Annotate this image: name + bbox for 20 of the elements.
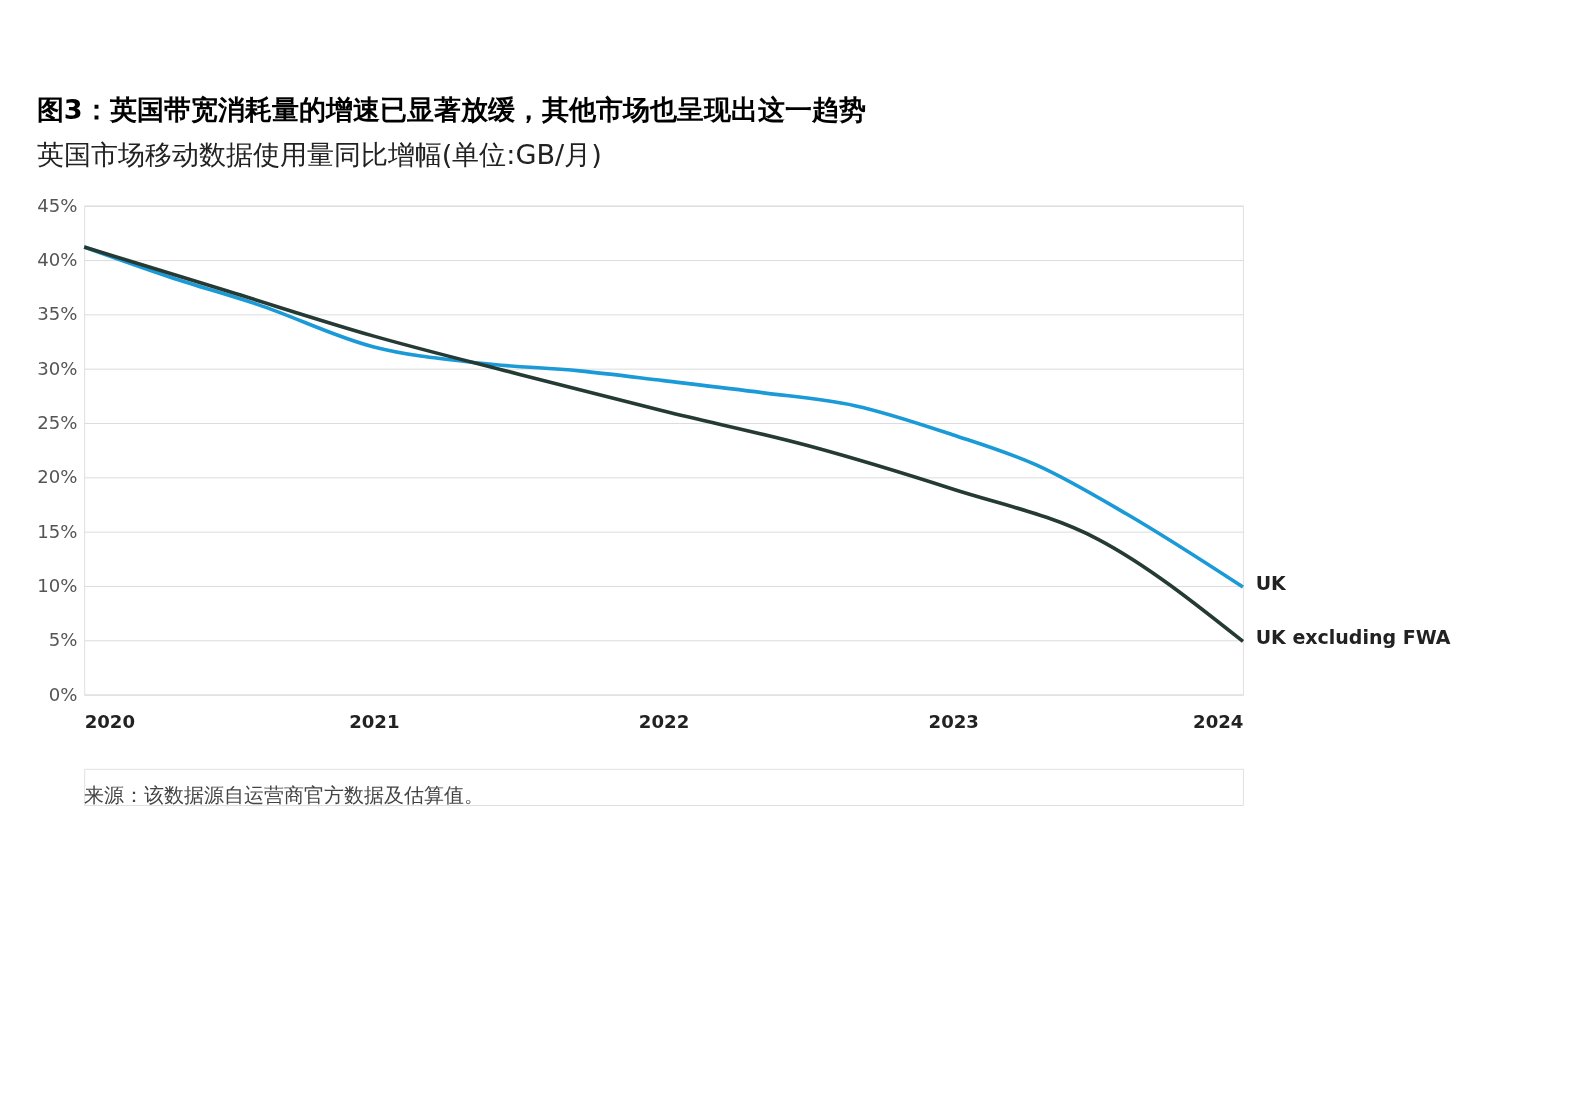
- x-tick-label: 2023: [928, 710, 979, 732]
- x-tick-label: 2022: [638, 710, 690, 732]
- y-tick-label: 40%: [37, 248, 78, 270]
- y-tick-label: 5%: [48, 629, 78, 651]
- y-tick-label: 20%: [37, 466, 78, 488]
- y-tick-label: 45%: [37, 194, 78, 216]
- chart-title: 图3：英国带宽消耗量的增速已显著放缓，其他市场也呈现出这一趋势: [36, 93, 866, 125]
- y-tick-label: 25%: [37, 411, 78, 433]
- x-tick-label: 2024: [1193, 710, 1244, 732]
- y-tick-label: 15%: [37, 520, 78, 542]
- source-note: 来源：该数据源自运营商官方数据及估算值。: [84, 784, 485, 808]
- x-tick-label: 2021: [349, 710, 400, 732]
- x-tick-label: 2020: [84, 710, 136, 732]
- series-label: UK excluding FWA: [1255, 626, 1451, 649]
- y-tick-label: 30%: [37, 357, 78, 379]
- y-tick-label: 35%: [37, 303, 78, 325]
- series-label: UK: [1255, 571, 1288, 594]
- chart-subtitle: 英国市场移动数据使用量同比增幅(单位:GB/月): [36, 139, 602, 171]
- y-tick-label: 0%: [48, 683, 78, 705]
- y-tick-label: 10%: [37, 574, 78, 596]
